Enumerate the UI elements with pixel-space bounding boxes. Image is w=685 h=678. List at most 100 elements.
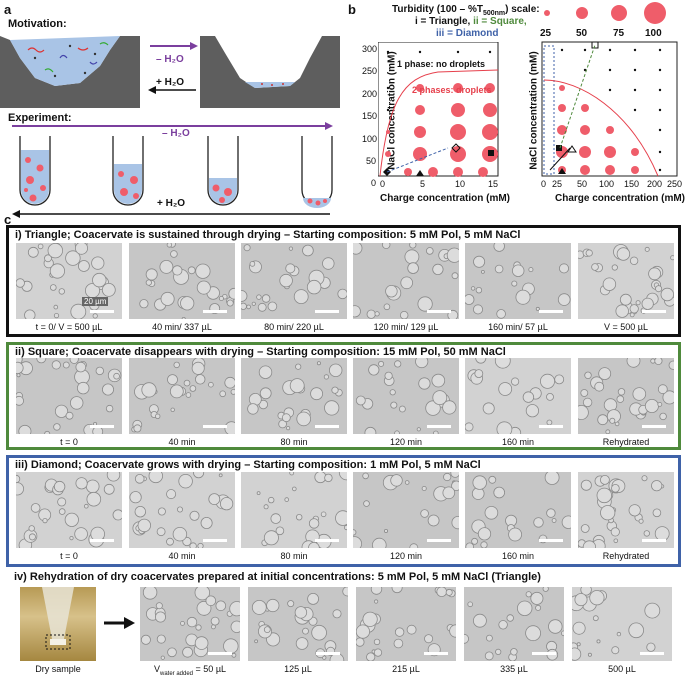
- caption: 120 min/ 129 µL: [373, 322, 439, 332]
- droplet: [16, 373, 21, 378]
- droplet: [139, 299, 149, 309]
- droplet: [75, 477, 88, 490]
- square-marker-right: [556, 145, 562, 151]
- turbidity-end: ) scale:: [505, 4, 540, 15]
- droplet: [69, 358, 79, 364]
- droplet: [467, 601, 473, 608]
- phase-diagram-right: [541, 41, 678, 177]
- micrograph: [241, 358, 347, 434]
- droplet: [160, 655, 165, 660]
- droplet: [16, 278, 25, 288]
- droplet: [113, 372, 120, 380]
- droplet: [24, 309, 36, 319]
- droplet: [324, 473, 333, 483]
- droplets: [355, 358, 457, 434]
- droplet: [322, 257, 335, 270]
- droplet: [53, 304, 59, 310]
- droplet: [535, 306, 540, 311]
- motivation-diagram: [0, 36, 340, 108]
- droplet: [626, 358, 641, 368]
- droplet: [432, 390, 448, 405]
- droplet: [266, 598, 280, 613]
- droplet: [646, 642, 656, 652]
- droplet: [355, 395, 366, 406]
- droplet: [27, 246, 39, 258]
- droplet: [44, 430, 51, 434]
- droplet: [510, 648, 518, 656]
- droplet: [494, 264, 504, 274]
- droplet: [391, 587, 403, 594]
- experiment-diagram: [12, 122, 333, 218]
- droplet: [69, 536, 74, 541]
- motivation-plus-water: + H₂O: [156, 77, 185, 88]
- droplet: [561, 515, 571, 529]
- droplet: [70, 303, 87, 319]
- scale-bar: [642, 425, 666, 428]
- droplet: [47, 243, 63, 259]
- droplet: [160, 291, 175, 306]
- scale-label-25: 25: [540, 28, 552, 39]
- phase-diagram-left: [378, 42, 499, 177]
- droplet: [600, 505, 616, 521]
- micrograph: [241, 243, 347, 319]
- droplet: [393, 638, 404, 649]
- droplet: [101, 283, 116, 297]
- droplet: [651, 480, 663, 492]
- scale-circle-100: [644, 2, 666, 24]
- droplet: [407, 262, 419, 274]
- droplet: [644, 602, 661, 619]
- motivation-label: Motivation:: [8, 18, 67, 30]
- caption: 500 µL: [608, 664, 636, 674]
- droplet: [389, 389, 396, 396]
- droplet: [196, 280, 211, 295]
- droplet: [36, 358, 47, 364]
- scale-bar: [532, 652, 556, 655]
- droplet: [477, 527, 492, 541]
- droplet: [246, 304, 251, 310]
- droplets: [241, 244, 347, 312]
- droplet: [443, 472, 452, 482]
- droplet: [652, 508, 662, 518]
- micrograph: [356, 587, 456, 661]
- droplet: [267, 301, 278, 312]
- droplet: [495, 648, 502, 656]
- scale-label-50: 50: [576, 28, 588, 39]
- droplet: [638, 518, 644, 524]
- droplet: [95, 366, 104, 376]
- droplet: [310, 387, 323, 401]
- droplet: [582, 540, 596, 548]
- scale-bar: [90, 425, 114, 428]
- droplet: [155, 413, 161, 419]
- micrograph: [241, 472, 347, 548]
- droplet: [86, 491, 102, 507]
- droplets: [353, 243, 459, 319]
- right-plot-xlabel: Charge concentration (mM): [555, 193, 685, 204]
- droplet: [328, 363, 343, 378]
- droplet: [420, 509, 429, 518]
- droplet: [635, 300, 641, 306]
- droplet: [546, 393, 554, 401]
- droplet: [226, 299, 234, 307]
- droplet: [281, 413, 291, 423]
- droplet: [619, 293, 632, 306]
- droplet: [657, 402, 663, 407]
- droplet: [191, 361, 205, 375]
- droplet: [291, 486, 297, 492]
- droplet: [470, 286, 476, 291]
- droplet: [129, 491, 142, 504]
- droplet: [170, 250, 178, 258]
- scale-bar: [315, 310, 339, 313]
- droplet: [16, 395, 24, 406]
- scale-bar: [642, 310, 666, 313]
- micrograph: [578, 472, 674, 548]
- droplet: [205, 595, 217, 607]
- droplet: [421, 485, 427, 491]
- experiment-label: Experiment:: [8, 112, 72, 124]
- droplet: [194, 636, 209, 650]
- droplet: [533, 517, 544, 528]
- droplet: [53, 423, 61, 431]
- droplet: [442, 400, 457, 415]
- droplet: [142, 587, 158, 600]
- droplet: [427, 514, 440, 527]
- ytick: 100: [362, 133, 378, 144]
